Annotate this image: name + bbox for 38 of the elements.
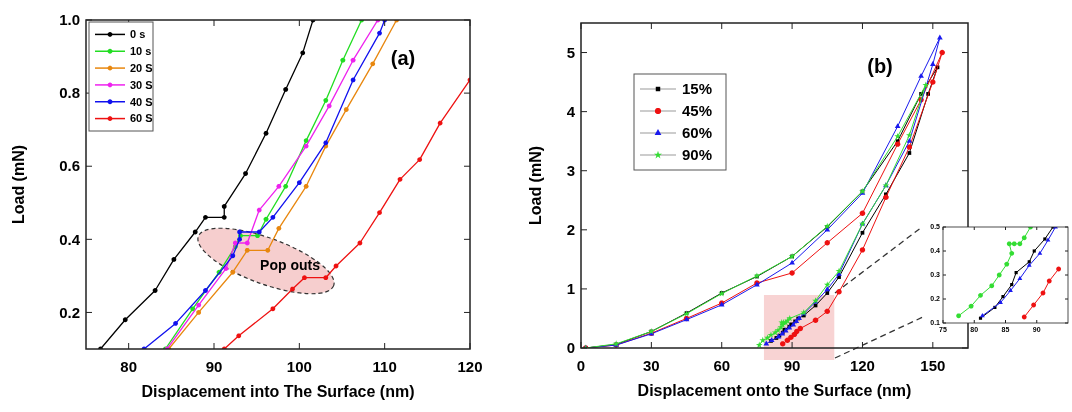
x-tick-label: 90 bbox=[783, 357, 801, 374]
x-tick-label: 110 bbox=[372, 358, 397, 375]
x-axis-title: Displacement onto the Surface (nm) bbox=[637, 382, 912, 399]
legend-label: 40 S bbox=[130, 95, 153, 108]
legend-label: 90% bbox=[682, 146, 713, 164]
x-tick-label: 60 bbox=[713, 357, 731, 374]
legend-label: 60% bbox=[682, 124, 713, 142]
y-tick-label: 0.6 bbox=[59, 157, 80, 175]
y-tick-label: 0.2 bbox=[59, 303, 80, 321]
x-axis-title: Displacement into The Surface (nm) bbox=[141, 383, 415, 400]
x-tick-label: 120 bbox=[849, 357, 875, 374]
legend-label: 10 s bbox=[130, 45, 152, 58]
y-tick-label: 0.4 bbox=[59, 230, 81, 248]
y-tick-label: 1 bbox=[566, 280, 575, 298]
legend-label: 0 s bbox=[130, 28, 146, 41]
x-tick-label: 100 bbox=[286, 358, 312, 375]
y-axis-title: Load (mN) bbox=[10, 144, 27, 225]
x-tick-label: 120 bbox=[457, 358, 483, 375]
y-tick-label: 5 bbox=[566, 43, 575, 61]
x-tick-label: 30 bbox=[643, 357, 660, 374]
annotation: (b) bbox=[867, 55, 893, 77]
y-tick-label: 0 bbox=[566, 339, 575, 357]
x-tick-label: 90 bbox=[205, 358, 223, 375]
y-tick-label: 1.0 bbox=[59, 11, 80, 29]
y-tick-label: 2 bbox=[566, 221, 575, 239]
y-tick-label: 4 bbox=[566, 102, 576, 120]
annotation: Pop outs bbox=[260, 256, 321, 273]
x-tick-label: 150 bbox=[920, 357, 946, 374]
y-tick-label: 3 bbox=[566, 161, 575, 179]
legend-label: 60 S bbox=[130, 112, 153, 125]
annotation: (a) bbox=[390, 47, 416, 69]
legend-label: 15% bbox=[682, 80, 713, 98]
legend-label: 30 S bbox=[130, 78, 153, 91]
legend-label: 20 S bbox=[130, 61, 153, 74]
y-tick-label: 0.8 bbox=[59, 84, 80, 102]
y-axis-title: Load (mN) bbox=[527, 145, 544, 226]
legend-label: 45% bbox=[682, 102, 713, 120]
x-tick-label: 80 bbox=[120, 358, 138, 375]
